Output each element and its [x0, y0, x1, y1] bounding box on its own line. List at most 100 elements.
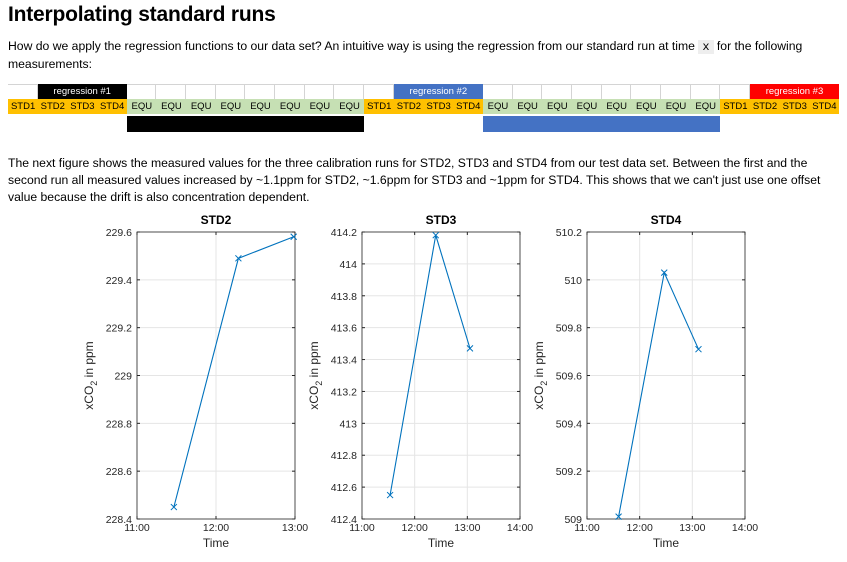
intro-paragraph: How do we apply the regression functions…	[8, 38, 838, 73]
y-tick-label: 228.4	[106, 514, 132, 526]
y-tick-label: 228.6	[106, 466, 132, 478]
grid-cell	[571, 84, 602, 99]
grid-cell	[364, 84, 394, 99]
data-point	[386, 491, 394, 499]
y-tick-label: 413	[339, 418, 357, 430]
chart-std2-svg: 11:00 12:00 13:00 228.4 228.6 228.8 229 229.2 22…	[82, 213, 308, 550]
x-tick-label: 13:00	[454, 522, 480, 534]
x-tick-label: 11:00	[349, 522, 375, 534]
x-axis-label: Time	[428, 536, 455, 550]
grid-cell	[482, 84, 513, 99]
std-cell: STD4	[809, 99, 840, 114]
chart-std3: 11:00 12:00 13:00 14:00 412.4 412.6 412.8 413 41…	[300, 210, 533, 560]
intro-text-after: for the following measurements:	[8, 39, 803, 71]
equ-cell: EQU	[571, 99, 603, 114]
regression-span-bar	[126, 116, 365, 132]
y-tick-label: 413.4	[331, 355, 357, 367]
equ-cell: EQU	[156, 99, 187, 114]
x-tick-label: 11:00	[574, 522, 600, 534]
grid-cell	[215, 84, 246, 99]
equ-cell: EQU	[126, 99, 157, 114]
chart-title: STD4	[651, 213, 682, 227]
std-cell: STD1	[8, 99, 39, 114]
equ-cell: EQU	[245, 99, 276, 114]
intro-text-before: How do we apply the regression functions…	[8, 39, 695, 53]
y-tick-label: 413.6	[331, 323, 357, 335]
x-tick-label: 12:00	[402, 522, 428, 534]
y-tick-label: 412.4	[331, 514, 357, 526]
std-cell: STD3	[779, 99, 810, 114]
chart-title: STD3	[426, 213, 457, 227]
grid-cell	[186, 84, 216, 99]
regression-span-bar	[482, 116, 721, 132]
description-paragraph: The next figure shows the measured value…	[8, 156, 821, 204]
data-point	[290, 233, 298, 241]
x-tick-label: 14:00	[732, 522, 758, 534]
regression-label-row: regression #1 regression #2 regression #3	[8, 84, 839, 100]
y-tick-label: 509.8	[556, 323, 582, 335]
y-tick-label: 229.4	[106, 275, 132, 287]
std-cell: STD1	[364, 99, 395, 114]
data-point	[235, 254, 242, 262]
grid-cell	[542, 84, 572, 99]
data-point	[432, 231, 440, 239]
grid-cell	[601, 84, 632, 99]
chart-title: STD2	[201, 213, 232, 227]
grid-cell	[126, 84, 157, 99]
grid-cell	[512, 84, 543, 99]
y-tick-label: 228.8	[106, 418, 132, 430]
y-tick-label: 412.6	[331, 482, 357, 494]
y-tick-label: 510	[564, 275, 582, 287]
equ-cell: EQU	[601, 99, 632, 114]
std-cell: STD3	[423, 99, 454, 114]
data-point	[170, 503, 178, 511]
x-tick-label: 11:00	[124, 522, 150, 534]
equ-cell: EQU	[304, 99, 335, 114]
y-tick-label: 229.2	[106, 323, 132, 335]
x-axis-label: Time	[653, 536, 680, 550]
grid-cell	[275, 84, 305, 99]
x-tick-label: 13:00	[282, 522, 308, 534]
std-cell: STD4	[97, 99, 128, 114]
data-point	[695, 345, 702, 353]
y-tick-label: 509.6	[556, 371, 582, 383]
y-tick-label: 509.2	[556, 466, 582, 478]
chart-std4-svg: 11:00 12:00 13:00 14:00 509 509.2 509.4 509.6 50…	[532, 213, 758, 550]
y-axis-label: xCO2 in ppm	[532, 341, 549, 409]
x-tick-label: 13:00	[679, 522, 705, 534]
data-point	[466, 345, 474, 352]
x-axis-label: Time	[203, 536, 230, 550]
y-tick-label: 229	[114, 371, 132, 383]
equ-cell: EQU	[542, 99, 573, 114]
plot-area	[362, 232, 520, 519]
equ-cell: EQU	[690, 99, 721, 114]
y-tick-label: 509.4	[556, 418, 582, 430]
grid-cell	[631, 84, 661, 99]
inline-code: x	[698, 40, 714, 54]
equ-cell: EQU	[186, 99, 217, 114]
grid-cell	[660, 84, 691, 99]
regression-label: regression #3	[749, 84, 839, 99]
std-cell: STD1	[720, 99, 751, 114]
grid-cell	[304, 84, 335, 99]
std-cell: STD4	[453, 99, 484, 114]
equ-cell: EQU	[215, 99, 246, 114]
equ-cell: EQU	[631, 99, 662, 114]
chart-std4: 11:00 12:00 13:00 14:00 509 509.2 509.4 509.6 50…	[525, 210, 758, 560]
x-tick-label: 12:00	[627, 522, 653, 534]
grid-cell	[156, 84, 187, 99]
axes-frame	[361, 231, 521, 520]
equ-cell: EQU	[482, 99, 514, 114]
chart-std2: 11:00 12:00 13:00 228.4 228.6 228.8 229 229.2 22…	[75, 210, 308, 560]
x-tick-label: 12:00	[203, 522, 229, 534]
equ-cell: EQU	[660, 99, 692, 114]
y-tick-label: 414	[339, 259, 357, 271]
sample-sequence-row: STD1 STD2 STD3 STD4 EQU EQU EQU EQU EQU EQU EQU EQU…	[8, 99, 840, 115]
y-tick-label: 509	[564, 514, 582, 526]
y-tick-label: 412.8	[331, 450, 357, 462]
std-cell: STD3	[67, 99, 98, 114]
y-tick-label: 413.8	[331, 291, 357, 303]
regression-label: regression #1	[37, 84, 127, 99]
y-tick-label: 413.2	[331, 386, 357, 398]
regression-span-row	[8, 116, 839, 132]
